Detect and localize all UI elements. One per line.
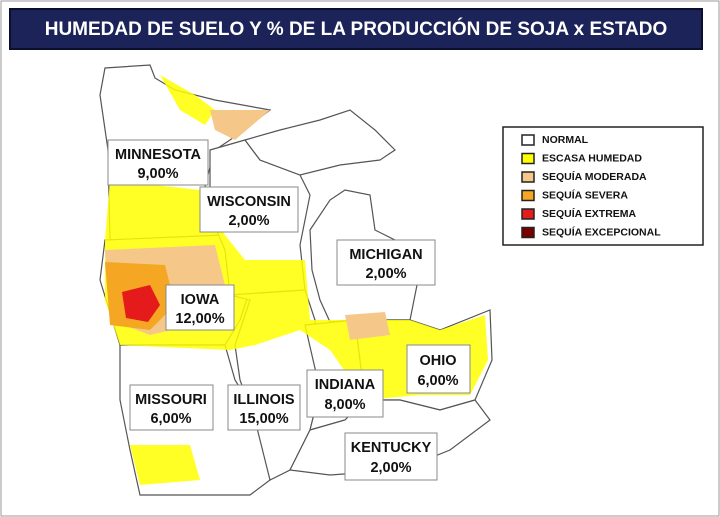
legend-swatch xyxy=(521,208,535,220)
legend-label: ESCASA HUMEDAD xyxy=(542,152,642,164)
legend-label: SEQUÍA EXCEPCIONAL xyxy=(542,225,661,238)
state-value: 2,00% xyxy=(365,266,406,282)
state-value: 9,00% xyxy=(137,166,178,182)
state-label: KENTUCKY 2,00% xyxy=(344,432,438,481)
title: HUMEDAD DE SUELO Y % DE LA PRODUCCIÓN DE… xyxy=(45,18,668,40)
state-label: INDIANA 8,00% xyxy=(306,369,384,418)
michigan-upper-shape xyxy=(243,109,396,176)
legend-swatch xyxy=(521,152,535,165)
state-value: 12,00% xyxy=(175,311,224,327)
state-name: INDIANA xyxy=(315,377,376,393)
state-name: OHIO xyxy=(419,353,456,369)
legend-swatch xyxy=(521,134,535,146)
state-name: KENTUCKY xyxy=(351,440,432,456)
state-name: MICHIGAN xyxy=(349,247,422,263)
legend-label: SEQUÍA EXTREMA xyxy=(542,207,637,220)
state-name: IOWA xyxy=(181,292,220,308)
state-label: OHIO 6,00% xyxy=(406,344,471,394)
dry-area xyxy=(130,445,200,485)
state-label: MINNESOTA 9,00% xyxy=(107,139,209,186)
state-label: WISCONSIN 2,00% xyxy=(199,186,299,233)
moderate-drought-area xyxy=(345,312,390,340)
state-labels: MINNESOTA 9,00% WISCONSIN 2,00% MICHIGAN 2,… xyxy=(107,139,471,481)
state-value: 8,00% xyxy=(324,397,365,413)
state-name: WISCONSIN xyxy=(207,194,291,210)
state-name: MISSOURI xyxy=(135,392,207,408)
legend-label: SEQUÍA MODERADA xyxy=(542,170,647,183)
dry-area xyxy=(160,75,215,125)
state-value: 15,00% xyxy=(239,411,288,427)
state-label: IOWA 12,00% xyxy=(165,284,235,331)
legend-swatch xyxy=(521,189,535,202)
state-value: 2,00% xyxy=(228,213,269,229)
extreme-drought-area xyxy=(122,285,160,322)
title-bar xyxy=(9,8,703,50)
state-value: 2,00% xyxy=(370,460,411,476)
legend-swatch xyxy=(521,171,535,183)
legend-label: SEQUÍA SEVERA xyxy=(542,188,628,201)
moderate-drought-area xyxy=(210,110,270,140)
state-value: 6,00% xyxy=(150,411,191,427)
state-label: MICHIGAN 2,00% xyxy=(336,239,436,286)
state-name: ILLINOIS xyxy=(233,392,295,408)
legend-swatch xyxy=(521,226,535,239)
state-name: MINNESOTA xyxy=(115,147,201,163)
dry-area xyxy=(105,180,488,400)
legend: NORMAL ESCASA HUMEDAD SEQUÍA MODERADA SEQUÍ… xyxy=(502,126,704,246)
state-label: MISSOURI 6,00% xyxy=(129,384,214,431)
state-value: 6,00% xyxy=(417,373,458,389)
legend-label: NORMAL xyxy=(542,134,589,146)
state-label: ILLINOIS 15,00% xyxy=(227,384,301,431)
legend-box xyxy=(502,126,704,246)
